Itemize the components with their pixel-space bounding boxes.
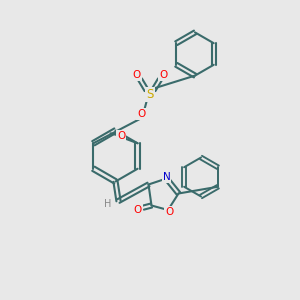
Text: S: S [146, 88, 154, 101]
Text: O: O [134, 205, 142, 215]
Text: H: H [104, 199, 112, 209]
Text: O: O [165, 207, 174, 218]
Text: O: O [159, 70, 168, 80]
Text: O: O [117, 131, 125, 141]
Text: O: O [137, 109, 145, 119]
Text: O: O [132, 70, 141, 80]
Text: N: N [163, 172, 170, 182]
